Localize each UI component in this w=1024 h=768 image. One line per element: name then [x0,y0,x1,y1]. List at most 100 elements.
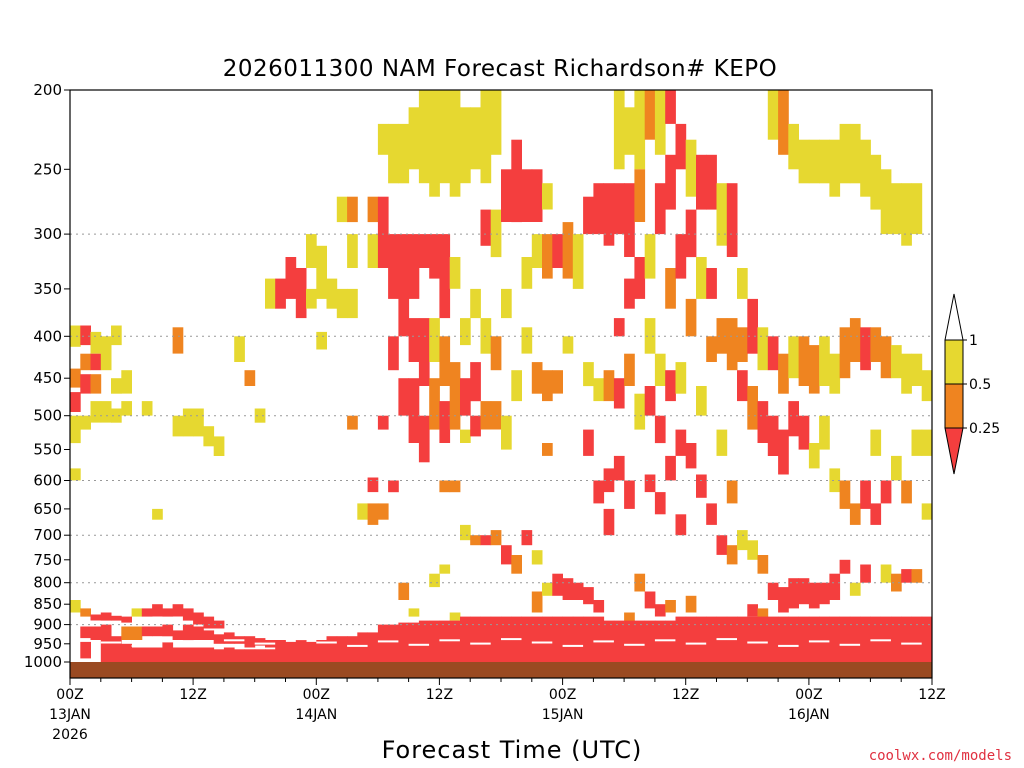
heatmap-gap [654,639,676,642]
heatmap-cell [849,582,861,596]
heatmap-cell [542,616,553,662]
heatmap-gap [316,641,337,644]
heatmap-cell [418,620,430,662]
heatmap-cell [778,587,789,613]
heatmap-cell [460,378,471,416]
heatmap-cell [644,620,656,662]
heatmap-gap [747,641,768,644]
heatmap-cell [849,123,861,184]
heatmap-cell [819,336,830,386]
heatmap-cell [439,564,451,574]
heatmap-cell [737,370,748,402]
heatmap-cell [316,245,327,299]
heatmap-cell [285,641,297,662]
heatmap-cell [911,183,923,235]
heatmap-cell [377,415,389,430]
heatmap-cell [449,362,461,430]
heatmap-cell [870,154,882,210]
heatmap-cell [716,183,728,246]
heatmap-cell [665,268,676,309]
heatmap-cell [439,90,451,184]
heatmap-cell [624,278,635,309]
heatmap-cell [490,530,502,546]
x-tick-label: 12Z [179,687,206,703]
heatmap-cell [480,535,492,546]
heatmap-cell [644,591,656,609]
y-tick-label: 850 [33,595,62,613]
heatmap-cell [562,578,574,600]
heatmap-cell [808,582,820,609]
heatmap-cell [675,234,687,279]
heatmap-cell [203,647,215,662]
heatmap-cell [675,362,687,394]
heatmap-cell [223,647,235,662]
heatmap-cell [408,622,420,662]
heatmap-cell [152,647,163,662]
y-axis: 200 250 300 350 400 450 500 550 600 650 700 750 800 8… [24,81,70,671]
heatmap-cell [152,508,163,520]
heatmap-cell [849,503,861,525]
heatmap-cell [901,353,912,394]
heatmap-cell [880,169,892,235]
heatmap-cell [891,455,902,481]
heatmap-cell [162,608,174,617]
heatmap-cell [141,401,153,416]
heatmap-cell [480,616,492,662]
heatmap-cell [603,183,615,246]
heatmap-cell [829,573,841,600]
heatmap-cell [172,647,184,662]
heatmap-cell [70,415,81,444]
heatmap-cell [860,139,871,197]
heatmap-cell [193,612,204,625]
heatmap-cell [90,353,102,371]
heatmap-cell [316,331,327,350]
y-tick-label: 650 [33,500,62,518]
heatmap-gap [685,642,707,645]
heatmap-cell [901,616,912,662]
heatmap-cell [326,278,338,309]
y-tick-label: 350 [33,280,62,298]
heatmap-cell [521,327,533,354]
heatmap-cell [767,582,779,600]
heatmap-cell [439,480,451,493]
heatmap-cell [819,616,830,662]
heatmap-cell [254,638,266,646]
heatmap-cell [388,123,399,184]
heatmap-cell [901,480,912,504]
heatmap-cell [203,616,215,629]
heatmap-cell [521,616,533,662]
heatmap-cell [778,90,789,155]
y-tick-label: 900 [33,616,62,634]
heatmap-cell [418,234,430,268]
heatmap-cell [70,600,81,613]
heatmap-gap [562,644,584,647]
heatmap-cell [911,569,923,583]
heatmap-cell [408,318,420,362]
x-tick-year: 2026 [52,727,88,743]
heatmap-cell [295,268,307,319]
heatmap-cell [665,90,676,124]
heatmap-cell [911,353,923,386]
heatmap-cell [921,616,933,662]
heatmap-cell [429,90,440,197]
heatmap-cell [696,474,707,498]
heatmap-cell [696,154,707,210]
heatmap-cell [80,626,91,640]
heatmap-cell [244,649,256,662]
heatmap-cell [911,429,923,456]
heatmap-gap [778,644,799,647]
heatmap-cell [70,368,81,388]
heatmap-cell [613,620,625,662]
y-tick-label: 450 [33,369,62,387]
heatmap-cell [829,139,841,197]
heatmap-cell [316,640,327,662]
heatmap-cell [737,268,748,299]
heatmap-cell [511,370,522,402]
colorbar-label: 0.5 [969,377,991,393]
heatmap-cell [757,327,769,371]
heatmap-cell [613,455,625,481]
heatmap-cell [726,318,738,371]
heatmap-cell [829,353,841,394]
heatmap-cell [131,608,143,617]
heatmap-cell [408,234,420,299]
